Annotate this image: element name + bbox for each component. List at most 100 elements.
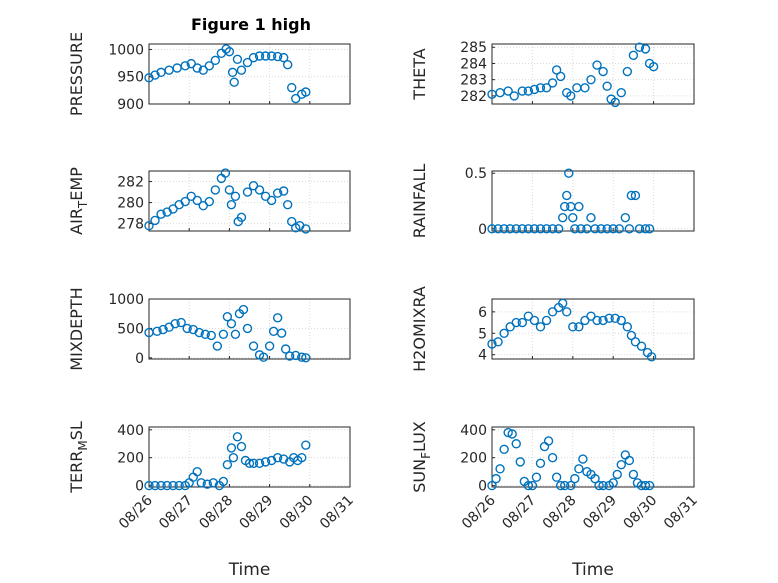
- y-axis-label: SUNFLUX: [410, 421, 433, 493]
- data-point: [517, 317, 527, 328]
- data-point: [551, 65, 562, 75]
- y-tick-label: 1000: [108, 42, 144, 58]
- y-tick-label: 400: [117, 423, 144, 439]
- data-point: [523, 86, 534, 96]
- data-point: [568, 322, 578, 332]
- data-point: [576, 224, 586, 234]
- data-point: [174, 480, 184, 491]
- data-point: [624, 455, 635, 466]
- plot-area: [149, 44, 350, 104]
- data-point: [222, 459, 233, 470]
- data-point: [226, 199, 237, 210]
- data-point: [156, 480, 166, 491]
- y-tick-label: 285: [460, 40, 487, 56]
- data-point: [282, 199, 293, 210]
- x-tick-label: 08/26: [459, 492, 499, 532]
- data-point: [586, 74, 596, 85]
- data-point: [634, 42, 645, 52]
- data-point: [194, 327, 204, 338]
- data-point: [535, 224, 546, 234]
- data-point: [622, 322, 633, 332]
- data-point: [230, 329, 241, 339]
- data-point: [558, 212, 568, 223]
- data-point: [487, 339, 497, 349]
- data-point: [499, 444, 509, 455]
- data-point: [602, 81, 612, 91]
- data-point: [248, 341, 259, 351]
- data-point: [208, 478, 219, 488]
- data-point: [630, 190, 641, 201]
- data-point: [228, 452, 239, 463]
- data-point: [156, 209, 166, 219]
- data-point: [553, 224, 564, 234]
- subplot-mixdepth: 0 500 1000 MIXDEPTH: [67, 287, 351, 371]
- y-tick-label: 280: [117, 196, 144, 212]
- data-point: [272, 313, 283, 323]
- data-point: [622, 66, 633, 77]
- data-point: [272, 188, 283, 198]
- x-tick-label: 08/31: [661, 493, 701, 533]
- data-point: [254, 458, 265, 468]
- data-point: [511, 439, 521, 449]
- data-point: [254, 51, 265, 61]
- x-tick-label: 08/28: [196, 493, 236, 533]
- subplot-sun-flux: 0 200 400 08/26 08/27 08/28 08/29 08/30 08/31 Tim…: [410, 421, 701, 580]
- data-point: [266, 51, 277, 61]
- data-point: [602, 224, 612, 234]
- data-point: [594, 480, 604, 491]
- data-point: [551, 472, 562, 482]
- data-point: [264, 341, 275, 351]
- data-point: [230, 191, 241, 201]
- y-tick-label: 283: [460, 73, 487, 89]
- figure-title: Figure 1 high: [191, 15, 311, 34]
- y-axis-label: AIRTEMP: [67, 167, 90, 235]
- data-point: [162, 480, 172, 491]
- y-tick-label: 900: [117, 97, 144, 113]
- x-axis-label: Time: [571, 560, 614, 580]
- data-point: [592, 60, 602, 70]
- data-point: [192, 63, 202, 73]
- y-tick-label: 0: [478, 222, 487, 238]
- data-point: [636, 341, 647, 351]
- plot-area: [492, 171, 694, 231]
- data-point: [280, 344, 291, 354]
- plot-area: [492, 299, 694, 359]
- data-point: [301, 224, 311, 234]
- x-tick-label: 08/27: [156, 493, 196, 533]
- data-point: [612, 469, 622, 480]
- subplot-rainfall: 0 0.5 RAINFALL: [410, 164, 695, 239]
- data-point: [212, 341, 223, 351]
- data-point: [495, 464, 505, 474]
- data-point: [527, 480, 538, 491]
- data-point: [505, 322, 515, 332]
- y-tick-label: 282: [117, 175, 144, 191]
- data-point: [574, 464, 584, 474]
- data-point: [547, 224, 558, 234]
- subplot-pressure: 900 950 1000 PRESSURE: [67, 32, 351, 116]
- y-axis-label: RAINFALL: [410, 164, 429, 239]
- data-point: [616, 459, 626, 470]
- data-point: [260, 51, 271, 61]
- data-point: [260, 457, 271, 467]
- data-point: [523, 311, 534, 321]
- data-point: [291, 93, 301, 104]
- data-point: [229, 77, 239, 87]
- data-point: [564, 168, 574, 178]
- data-point: [523, 480, 534, 491]
- data-point: [282, 60, 293, 70]
- data-point: [517, 86, 527, 96]
- data-point: [529, 315, 540, 326]
- data-point: [529, 84, 540, 95]
- data-point: [278, 52, 289, 63]
- x-tick-label: 08/28: [540, 493, 580, 533]
- data-point: [144, 480, 154, 491]
- axes-box: [148, 170, 351, 232]
- x-tick-label: 08/29: [580, 493, 620, 533]
- y-axis-label: H2OMIXRA: [410, 286, 429, 372]
- data-point: [568, 212, 578, 223]
- data-point: [555, 71, 566, 82]
- data-point: [236, 441, 247, 452]
- data-point: [586, 311, 596, 321]
- data-point: [258, 352, 269, 362]
- data-point: [238, 304, 249, 315]
